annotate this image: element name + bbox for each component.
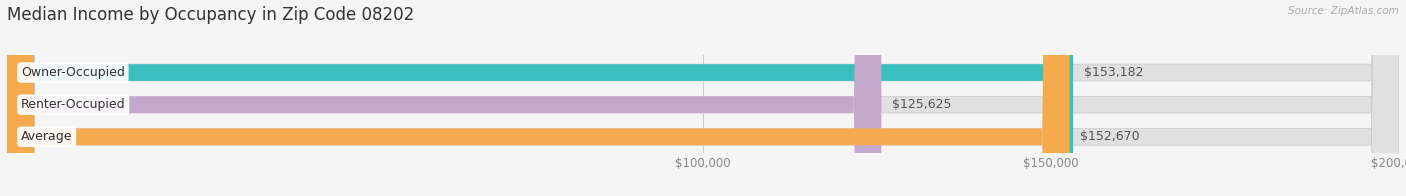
Text: Average: Average xyxy=(21,130,73,143)
Text: $153,182: $153,182 xyxy=(1084,66,1143,79)
Text: Source: ZipAtlas.com: Source: ZipAtlas.com xyxy=(1288,6,1399,16)
FancyBboxPatch shape xyxy=(7,0,1399,196)
FancyBboxPatch shape xyxy=(7,0,1399,196)
Text: Renter-Occupied: Renter-Occupied xyxy=(21,98,125,111)
Text: $152,670: $152,670 xyxy=(1080,130,1140,143)
FancyBboxPatch shape xyxy=(7,0,1070,196)
FancyBboxPatch shape xyxy=(7,0,882,196)
Text: Median Income by Occupancy in Zip Code 08202: Median Income by Occupancy in Zip Code 0… xyxy=(7,6,415,24)
FancyBboxPatch shape xyxy=(7,0,1073,196)
Text: $125,625: $125,625 xyxy=(891,98,952,111)
FancyBboxPatch shape xyxy=(7,0,1399,196)
Text: Owner-Occupied: Owner-Occupied xyxy=(21,66,125,79)
